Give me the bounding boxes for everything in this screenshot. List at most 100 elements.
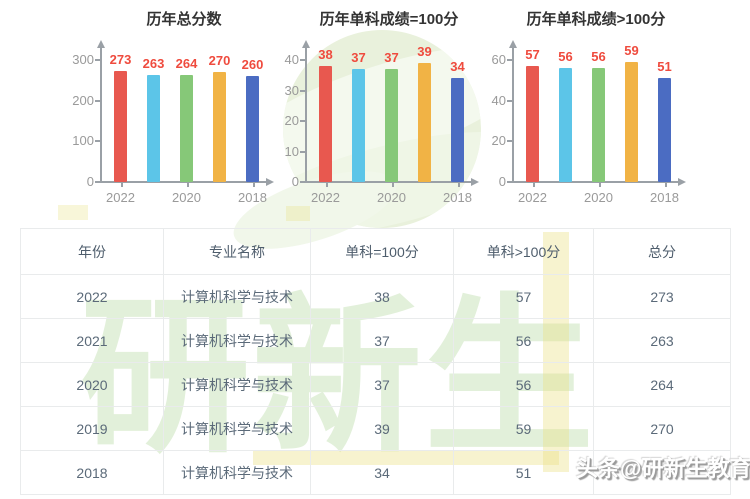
bar bbox=[385, 69, 398, 182]
y-tick-label: 30 bbox=[284, 82, 299, 98]
bar bbox=[246, 76, 259, 182]
y-tick-label: 60 bbox=[491, 52, 506, 67]
y-tick-label: 200 bbox=[72, 92, 94, 108]
y-axis-arrow-icon bbox=[302, 40, 310, 48]
bar-value-label: 260 bbox=[241, 57, 264, 73]
x-tick-mark bbox=[252, 183, 255, 187]
x-tick-mark bbox=[598, 183, 601, 187]
table-row: 2020 计算机科学与技术 37 56 264 bbox=[20, 362, 731, 407]
y-tick-label: 300 bbox=[72, 52, 94, 67]
cell-single-gt-100: 57 bbox=[453, 274, 594, 319]
y-tick-label: 0 bbox=[86, 174, 94, 189]
bar-value-label: 38 bbox=[318, 47, 333, 63]
x-axis bbox=[100, 181, 266, 183]
bar-value-label: 51 bbox=[657, 59, 672, 75]
cell-total: 270 bbox=[593, 406, 731, 451]
chart-title: 历年单科成绩=100分 bbox=[319, 11, 459, 28]
y-tick-label: 20 bbox=[491, 133, 506, 149]
bar-value-label: 39 bbox=[417, 44, 432, 60]
bar-value-label: 263 bbox=[142, 56, 165, 72]
table-row: 2019 计算机科学与技术 39 59 270 bbox=[20, 406, 731, 451]
toutiao-watermark-badge: 头条@研新生教育 bbox=[576, 456, 750, 481]
bar-value-label: 56 bbox=[591, 49, 606, 65]
y-axis bbox=[512, 48, 514, 182]
x-tick-mark bbox=[664, 183, 667, 187]
chart-title: 历年单科成绩>100分 bbox=[526, 11, 666, 28]
y-tick-mark bbox=[95, 99, 100, 102]
cell-single-gt-100: 51 bbox=[453, 450, 594, 495]
bar bbox=[559, 68, 572, 182]
y-tick-mark bbox=[507, 99, 512, 102]
column-header: 总分 bbox=[593, 228, 731, 275]
cell-single-eq-100: 39 bbox=[310, 406, 454, 451]
cell-single-gt-100: 56 bbox=[453, 362, 594, 407]
cell-single-eq-100: 38 bbox=[310, 274, 454, 319]
bar bbox=[213, 72, 226, 182]
y-axis bbox=[305, 48, 307, 182]
bar-value-label: 273 bbox=[109, 51, 132, 67]
x-tick-mark bbox=[532, 183, 535, 187]
bar bbox=[319, 66, 332, 182]
bar bbox=[592, 68, 605, 182]
x-tick-mark bbox=[186, 183, 189, 187]
bar bbox=[418, 63, 431, 182]
y-tick-mark bbox=[95, 140, 100, 143]
x-tick-label: 2020 bbox=[584, 190, 613, 205]
cell-major: 计算机科学与技术 bbox=[163, 450, 311, 495]
chart-title: 历年总分数 bbox=[146, 11, 222, 28]
x-tick-label: 2022 bbox=[311, 190, 340, 205]
cell-major: 计算机科学与技术 bbox=[163, 362, 311, 407]
x-axis bbox=[512, 181, 678, 183]
cell-year: 2019 bbox=[20, 406, 164, 451]
table-body: 2022 计算机科学与技术 38 57 273 2021 计算机科学与技术 37 56 263 20… bbox=[20, 274, 731, 495]
y-tick-label: 40 bbox=[491, 92, 506, 108]
x-tick-label: 2020 bbox=[172, 190, 201, 205]
chart-single-gt-100: 历年单科成绩>100分 0 20 40 60 57 2022 56 56 2020 59 51 201… bbox=[474, 8, 686, 205]
table-row: 2018 计算机科学与技术 34 51 bbox=[20, 450, 731, 495]
y-tick-label: 40 bbox=[284, 52, 299, 67]
x-tick-mark bbox=[457, 183, 460, 187]
cell-year: 2022 bbox=[20, 274, 164, 319]
y-axis-arrow-icon bbox=[509, 40, 517, 48]
cell-single-eq-100: 37 bbox=[310, 362, 454, 407]
cell-year: 2021 bbox=[20, 318, 164, 363]
y-tick-mark bbox=[507, 59, 512, 61]
y-tick-label: 20 bbox=[284, 113, 299, 128]
y-tick-label: 0 bbox=[291, 174, 299, 189]
bar bbox=[526, 66, 539, 182]
bar-value-label: 270 bbox=[208, 53, 231, 69]
chart-plot: 0 20 40 60 57 2022 56 56 2020 59 51 2018 bbox=[492, 40, 686, 205]
scores-table: 年份 专业名称 单科=100分 单科>100分 总分 2022 计算机科学与技术 38 57 2… bbox=[20, 228, 731, 495]
y-tick-mark bbox=[95, 181, 100, 183]
x-tick-label: 2022 bbox=[518, 190, 547, 205]
cell-single-gt-100: 59 bbox=[453, 406, 594, 451]
watermark-highlight bbox=[286, 206, 310, 221]
x-tick-label: 2018 bbox=[238, 190, 267, 205]
x-axis-arrow-icon bbox=[471, 178, 479, 186]
watermark-highlight bbox=[58, 205, 88, 220]
x-tick-label: 2018 bbox=[650, 190, 679, 205]
x-tick-label: 2020 bbox=[377, 190, 406, 205]
cell-major: 计算机科学与技术 bbox=[163, 318, 311, 363]
bar bbox=[352, 69, 365, 182]
y-tick-mark bbox=[300, 59, 305, 61]
x-tick-mark bbox=[325, 183, 328, 187]
bar-value-label: 264 bbox=[175, 55, 198, 71]
y-tick-label: 100 bbox=[72, 133, 94, 149]
cell-major: 计算机科学与技术 bbox=[163, 406, 311, 451]
y-tick-mark bbox=[300, 89, 305, 92]
bar-value-label: 57 bbox=[525, 47, 540, 63]
y-tick-mark bbox=[95, 59, 100, 61]
bar bbox=[451, 78, 464, 182]
table-row: 2021 计算机科学与技术 37 56 263 bbox=[20, 318, 731, 363]
y-tick-mark bbox=[300, 181, 305, 183]
chart-plot: 0 10 20 30 40 38 2022 37 37 2020 39 34 2018 bbox=[285, 40, 479, 205]
x-axis-arrow-icon bbox=[266, 178, 274, 186]
bar bbox=[658, 78, 671, 182]
cell-single-eq-100: 37 bbox=[310, 318, 454, 363]
y-tick-label: 0 bbox=[498, 174, 506, 189]
bar bbox=[147, 75, 160, 182]
table-row: 2022 计算机科学与技术 38 57 273 bbox=[20, 274, 731, 319]
bar-value-label: 34 bbox=[450, 59, 465, 75]
table-header-row: 年份 专业名称 单科=100分 单科>100分 总分 bbox=[20, 228, 731, 275]
